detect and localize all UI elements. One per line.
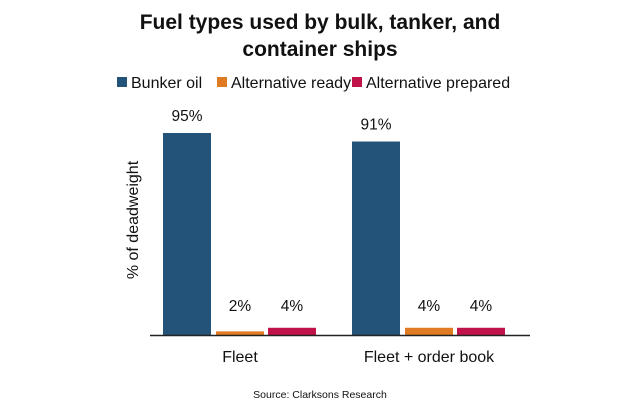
data-label: 2% — [229, 298, 252, 315]
legend-swatch-2 — [352, 77, 362, 87]
bar-bunker-oil-0 — [163, 133, 211, 335]
category-labels: Fleet Fleet + order book — [222, 349, 495, 366]
bar-alternative-ready-0 — [216, 331, 264, 335]
legend-label-2: Alternative prepared — [366, 75, 510, 92]
legend-label-1: Alternative ready — [231, 75, 351, 92]
data-label: 4% — [281, 298, 304, 315]
chart-title-line-2: container ships — [242, 38, 397, 61]
legend: Bunker oil Alternative ready Alternative p… — [117, 75, 510, 92]
legend-swatch-0 — [117, 77, 127, 87]
legend-swatch-1 — [217, 77, 227, 87]
y-axis-label: % of deadweight — [125, 160, 142, 279]
bar-alternative-prepared-1 — [457, 327, 505, 335]
legend-label-0: Bunker oil — [131, 75, 202, 92]
bars: 95% 2% 4% 91% 4% 4% — [163, 108, 505, 335]
bar-alternative-prepared-0 — [268, 327, 316, 335]
data-label: 4% — [418, 298, 441, 315]
data-label: 91% — [360, 117, 391, 134]
bar-alternative-ready-1 — [405, 327, 453, 335]
data-label: 4% — [470, 298, 493, 315]
bar-bunker-oil-1 — [352, 141, 400, 335]
source-note: Source: Clarksons Research — [253, 389, 387, 401]
data-label: 95% — [171, 108, 202, 125]
category-label: Fleet — [222, 349, 258, 366]
chart-title-line-1: Fuel types used by bulk, tanker, and — [140, 11, 501, 34]
category-label: Fleet + order book — [364, 349, 495, 366]
